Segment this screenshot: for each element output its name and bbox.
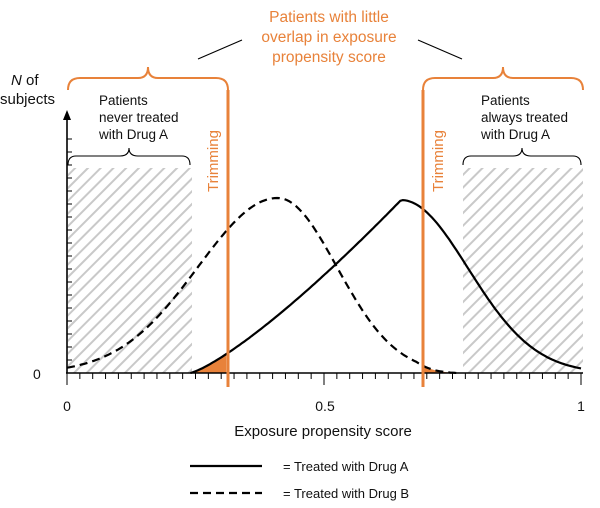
x-tick-1: 1: [577, 398, 585, 414]
trimmed-tail-left: [190, 354, 227, 373]
orange-brace-right: [422, 66, 584, 91]
always-treated-label-line-3: with Drug A: [480, 127, 550, 142]
y-axis-label-n: N: [11, 72, 22, 89]
trimmed-tail-right: [421, 365, 458, 373]
never-treated-label-line-1: Patients: [99, 93, 148, 108]
legend-drug-a-label: = Treated with Drug A: [283, 459, 409, 474]
never-treated-label-line-3: with Drug A: [98, 127, 168, 142]
y-axis-label-of: of: [22, 72, 40, 89]
right-hatched-region: [463, 168, 583, 373]
always-treated-label-line-2: always treated: [481, 110, 568, 125]
trimming-label-left: Trimming: [205, 130, 222, 192]
left-hatched-region: [68, 168, 192, 373]
overlap-label-line-2: overlap in exposure: [261, 29, 396, 46]
x-axis-label: Exposure propensity score: [234, 423, 412, 440]
x-tick-0: 0: [63, 398, 71, 414]
y-axis-label-line-1: N of: [11, 72, 39, 89]
black-brace-left: [67, 147, 191, 166]
drug-b-density-curve: [66, 196, 458, 375]
y-axis-label-line-2: subjects: [0, 91, 55, 108]
y-axis-zero-label: 0: [33, 366, 41, 382]
connector-line-left: [197, 39, 243, 60]
drug-a-density-curve: [190, 198, 582, 375]
legend-drug-b-label: = Treated with Drug B: [283, 486, 409, 501]
trimming-label-right: Trimming: [430, 130, 447, 192]
connector-line-right: [417, 39, 463, 60]
x-axis-minor-ticks: [66, 373, 582, 385]
y-axis-arrow: [63, 110, 71, 120]
always-treated-label-line-1: Patients: [481, 93, 530, 108]
orange-brace-left: [67, 66, 229, 91]
x-tick-0-5: 0.5: [315, 398, 335, 414]
never-treated-label-line-2: never treated: [99, 110, 179, 125]
black-brace-right: [462, 147, 582, 166]
overlap-label-line-1: Patients with little: [269, 9, 389, 26]
overlap-label-line-3: propensity score: [272, 49, 386, 66]
